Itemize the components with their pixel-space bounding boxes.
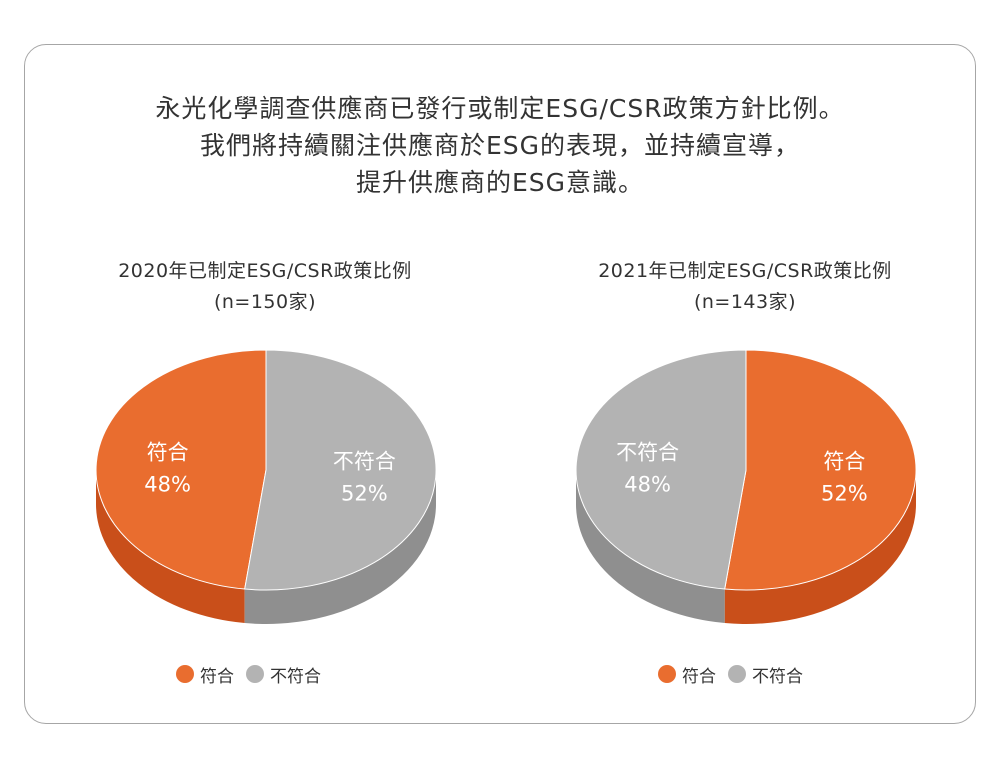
- legend-item-noncomply: 不符合: [728, 662, 803, 687]
- chart-title-2021: 2021年已制定ESG/CSR政策比例 (n=143家): [515, 256, 975, 318]
- pie-2021-value-noncomply: 48%: [624, 473, 671, 497]
- pie-2021-slice-comply: [724, 349, 917, 591]
- legend-2021: 符合 不符合: [658, 662, 815, 687]
- legend-swatch-noncomply: [246, 665, 264, 683]
- legend-swatch-noncomply: [728, 665, 746, 683]
- pie-2021-side-noncomply: [576, 470, 725, 624]
- pie-2020-value-comply: 48%: [144, 473, 191, 497]
- chart-title-2020-line-2: (n=150家): [213, 291, 317, 313]
- pie-2020-side-comply: [96, 470, 245, 624]
- headline-line-2: 我們將持續關注供應商於ESG的表現，並持續宣導，: [199, 131, 801, 160]
- legend-label-comply: 符合: [682, 666, 716, 687]
- legend-label-noncomply: 不符合: [752, 666, 803, 687]
- pie-2021: 符合 52% 不符合 48%: [575, 349, 917, 624]
- legend-label-comply: 符合: [200, 666, 234, 687]
- pie-2021-label-comply: 符合: [823, 449, 865, 473]
- legend-item-comply: 符合: [658, 662, 716, 687]
- pie-2020-slice-comply: [95, 349, 267, 590]
- legend-2020: 符合 不符合: [176, 662, 333, 687]
- pie-2021-label-noncomply: 不符合: [616, 441, 679, 465]
- headline-line-3: 提升供應商的ESG意識。: [355, 168, 645, 197]
- pie-2020-value-noncomply: 52%: [341, 481, 388, 505]
- chart-title-2020: 2020年已制定ESG/CSR政策比例 (n=150家): [35, 256, 495, 318]
- legend-item-noncomply: 不符合: [246, 662, 321, 687]
- legend-item-comply: 符合: [176, 662, 234, 687]
- headline-line-1: 永光化學調查供應商已發行或制定ESG/CSR政策方針比例。: [155, 94, 845, 123]
- chart-title-2021-line-1: 2021年已制定ESG/CSR政策比例: [598, 260, 892, 282]
- chart-title-2020-line-1: 2020年已制定ESG/CSR政策比例: [118, 260, 412, 282]
- chart-title-2021-line-2: (n=143家): [693, 291, 797, 313]
- legend-swatch-comply: [658, 665, 676, 683]
- pie-2021-side-comply: [724, 470, 916, 624]
- pie-2020-slice-noncomply: [244, 349, 437, 591]
- pie-2020-label-noncomply: 不符合: [333, 449, 396, 473]
- pie-2020-label-comply: 符合: [147, 441, 189, 465]
- pie-2020: 符合 48% 不符合 52%: [95, 349, 437, 624]
- headline: 永光化學調查供應商已發行或制定ESG/CSR政策方針比例。 我們將持續關注供應商…: [0, 90, 1000, 201]
- legend-swatch-comply: [176, 665, 194, 683]
- pie-2020-side-noncomply: [244, 470, 436, 624]
- legend-label-noncomply: 不符合: [270, 666, 321, 687]
- pie-2021-value-comply: 52%: [821, 481, 868, 505]
- pie-2021-slice-noncomply: [575, 349, 747, 590]
